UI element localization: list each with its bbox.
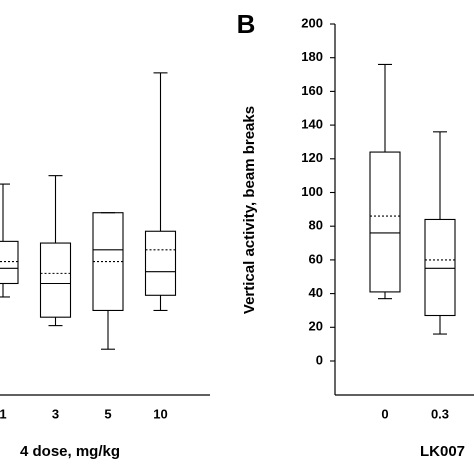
- x-tick-label: 3: [52, 406, 59, 421]
- y-tick-label: 120: [301, 150, 323, 165]
- x-tick-label: 0: [381, 406, 388, 421]
- box: [144, 230, 177, 296]
- y-tick-label: 20: [309, 319, 323, 334]
- x-axis-label: LK007: [420, 443, 465, 460]
- x-axis-label: 4 dose, mg/kg: [20, 443, 120, 460]
- x-tick-label: 0.3: [431, 406, 449, 421]
- y-tick-label: 140: [301, 117, 323, 132]
- x-tick-label: 10: [153, 406, 167, 421]
- y-tick-label: 160: [301, 83, 323, 98]
- box: [0, 240, 19, 285]
- box: [369, 151, 401, 293]
- y-tick-label: 200: [301, 15, 323, 30]
- y-tick-label: 100: [301, 184, 323, 199]
- y-tick-label: 0: [316, 352, 323, 367]
- y-tick-label: 40: [309, 285, 323, 300]
- x-tick-label: 1: [0, 406, 7, 421]
- box: [39, 242, 72, 318]
- x-tick-label: 5: [104, 406, 111, 421]
- y-tick-label: 60: [309, 251, 323, 266]
- y-tick-label: 80: [309, 218, 323, 233]
- y-axis-label: Vertical activity, beam breaks: [241, 106, 258, 314]
- y-tick-label: 180: [301, 49, 323, 64]
- box: [424, 218, 456, 317]
- panel-label: B: [237, 9, 256, 39]
